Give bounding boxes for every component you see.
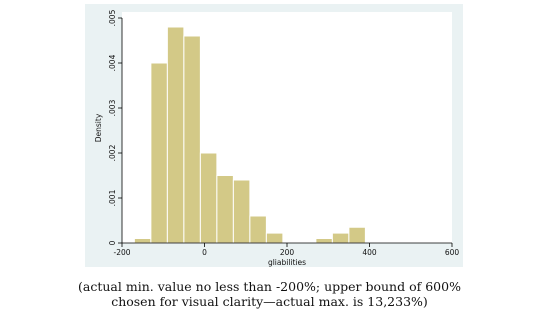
- bars-group: [133, 26, 366, 244]
- histogram-chart: -200 0 200 400 600 0 .001 .002 .003 .004 .005 glia…: [85, 4, 463, 267]
- histogram-bar: [265, 232, 284, 244]
- x-tick-label: -200: [113, 248, 130, 257]
- y-tick-label: .003: [108, 99, 117, 116]
- x-tick-label: 600: [445, 248, 460, 257]
- chart-container: -200 0 200 400 600 0 .001 .002 .003 .004 .005 glia…: [85, 4, 463, 267]
- x-tick-label: 0: [202, 248, 207, 257]
- histogram-bar: [331, 232, 350, 244]
- y-tick-label: .001: [108, 189, 117, 206]
- caption-line-2: chosen for visual clarity—actual max. is…: [111, 294, 428, 309]
- y-axis-label: Density: [94, 113, 103, 142]
- histogram-bar: [183, 35, 201, 244]
- x-axis-label: gliabilities: [268, 258, 306, 267]
- histogram-bar: [348, 226, 366, 244]
- y-tick-label: .004: [108, 54, 117, 71]
- caption-line-1: (actual min. value no less than -200%; u…: [78, 279, 461, 294]
- histogram-bar: [232, 179, 251, 244]
- histogram-bar: [150, 62, 168, 244]
- y-tick-label: .002: [108, 144, 117, 161]
- histogram-bar: [315, 238, 333, 244]
- histogram-bar: [166, 26, 185, 244]
- histogram-bar: [133, 238, 152, 244]
- x-tick-label: 400: [362, 248, 377, 257]
- figure-caption: (actual min. value no less than -200%; u…: [0, 279, 539, 309]
- x-tick-label: 200: [280, 248, 295, 257]
- y-tick-label: 0: [108, 240, 117, 245]
- y-tick-label: .005: [108, 9, 117, 26]
- histogram-bar: [216, 175, 234, 244]
- histogram-bar: [249, 215, 267, 244]
- histogram-bar: [199, 152, 218, 244]
- axes-group: -200 0 200 400 600 0 .001 .002 .003 .004 .005: [108, 9, 459, 257]
